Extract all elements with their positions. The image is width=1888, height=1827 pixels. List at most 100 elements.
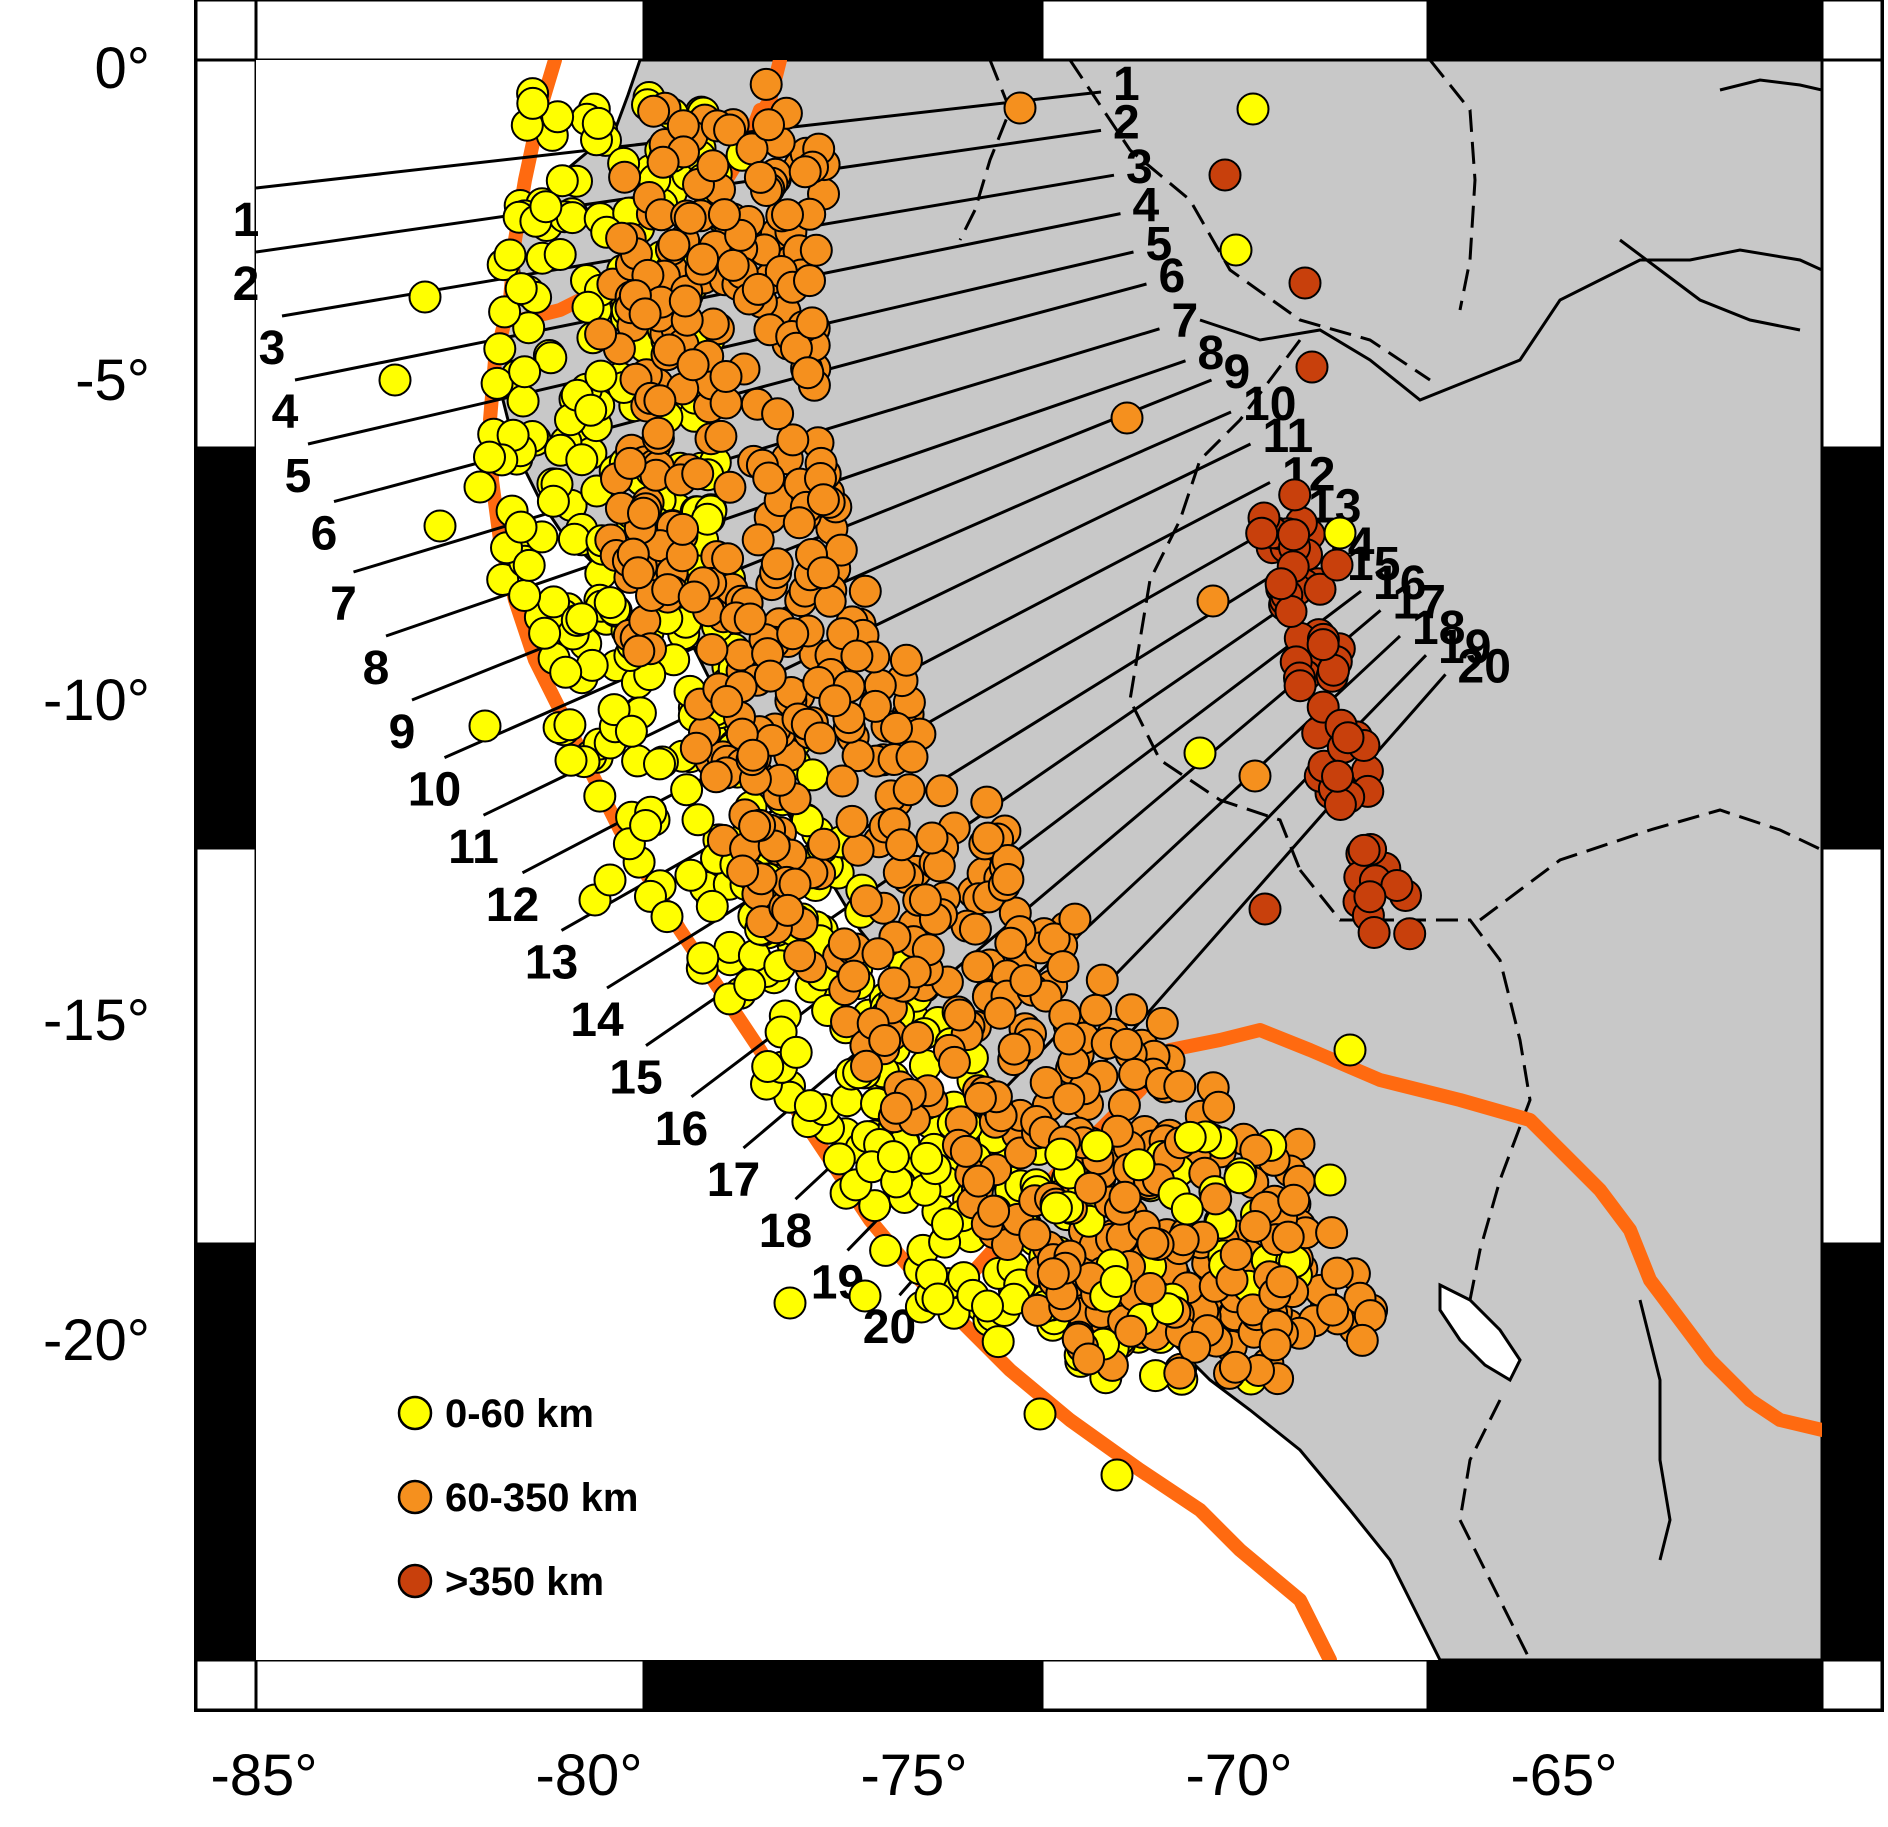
quake-deep — [1347, 833, 1381, 867]
quake-intermediate — [850, 1049, 883, 1083]
profile-right-label-20: 20 — [1458, 640, 1511, 693]
quake-intermediate — [1316, 1293, 1350, 1327]
quake-intermediate — [613, 446, 647, 480]
quake-intermediate — [738, 809, 772, 843]
quake-south-cluster — [1219, 1238, 1253, 1271]
quake-intermediate — [1085, 963, 1119, 997]
quake-intermediate — [710, 685, 744, 718]
quake-intermediate — [882, 856, 916, 889]
quake-deep — [1306, 628, 1340, 662]
quake-intermediate — [803, 721, 837, 755]
quake-shallow — [869, 1233, 903, 1267]
quake-scattered — [1183, 736, 1217, 770]
quake-intermediate — [621, 556, 655, 590]
quake-intermediate — [716, 248, 750, 282]
quake-intermediate — [997, 1032, 1031, 1066]
quake-shallow — [545, 164, 579, 198]
quake-intermediate — [753, 659, 787, 693]
profile-right-label-19: 19 — [1438, 621, 1491, 674]
quake-intermediate — [841, 833, 875, 867]
quake-intermediate — [622, 634, 656, 668]
quake-south-cluster — [1238, 1210, 1272, 1243]
quake-shallow — [534, 341, 568, 375]
quake-intermediate — [880, 711, 913, 745]
quake-south-cluster — [1173, 1120, 1207, 1154]
quake-shallow — [822, 1142, 856, 1176]
quake-shallow — [504, 510, 538, 544]
quake-shallow — [686, 941, 720, 975]
lon-tick-label: -70° — [1185, 1743, 1292, 1808]
profile-line-6 — [333, 282, 1147, 504]
quake-shallow — [650, 900, 684, 934]
quake-deep — [1208, 158, 1242, 192]
quake-south-cluster — [1218, 1350, 1252, 1384]
quake-intermediate — [949, 1134, 983, 1168]
profile-left-label-17: 17 — [707, 1154, 760, 1207]
quake-scattered — [1236, 92, 1270, 126]
quake-intermediate — [818, 684, 852, 718]
quake-south-cluster — [1072, 1342, 1106, 1376]
quake-deep — [1393, 917, 1427, 951]
quake-shallow — [971, 1289, 1004, 1323]
profile-left-label-16: 16 — [655, 1103, 708, 1156]
quake-shallow — [565, 443, 599, 477]
quake-shallow — [876, 1140, 910, 1174]
quake-intermediate — [1009, 964, 1043, 998]
profile-right-label-11: 11 — [1263, 410, 1314, 463]
quake-intermediate — [760, 547, 794, 581]
profile-right-label-2: 2 — [1113, 96, 1140, 149]
quake-intermediate — [795, 306, 829, 340]
profile-left-label-6: 6 — [311, 508, 338, 561]
quake-shallow — [504, 272, 538, 306]
quake-shallow — [512, 311, 546, 345]
profile-right-label-16: 16 — [1373, 557, 1426, 610]
quake-intermediate — [783, 939, 817, 973]
quake-intermediate — [892, 773, 926, 807]
quake-scattered — [378, 363, 412, 397]
quake-intermediate — [791, 356, 825, 390]
quake-intermediate — [788, 155, 822, 189]
earthquake-epicenters — [378, 67, 1427, 1492]
quake-intermediate — [994, 926, 1028, 960]
quake-intermediate — [637, 94, 671, 128]
quake-intermediate — [1029, 1066, 1063, 1099]
quake-intermediate — [646, 145, 680, 179]
quake-intermediate — [962, 1164, 995, 1198]
quake-deep — [1278, 478, 1312, 512]
quake-intermediate — [937, 1045, 971, 1079]
country-borders — [958, 60, 1822, 1660]
quake-intermediate — [840, 639, 874, 673]
profile-left-label-4: 4 — [272, 386, 299, 439]
quake-intermediate — [848, 574, 882, 608]
quake-shallow — [931, 1207, 964, 1241]
quake-intermediate — [1163, 1069, 1197, 1103]
quake-scattered — [593, 863, 627, 897]
quake-scattered — [1313, 1163, 1347, 1197]
quake-intermediate — [806, 556, 840, 590]
quake-shallow — [733, 968, 767, 1002]
quake-intermediate — [608, 160, 642, 194]
quake-intermediate — [922, 849, 956, 883]
profile-left-label-11: 11 — [448, 821, 499, 874]
quake-south-cluster — [1170, 1192, 1204, 1226]
quake-scattered — [1196, 584, 1230, 618]
quake-south-cluster — [1265, 1265, 1299, 1299]
quake-deep — [1295, 350, 1329, 384]
quake-intermediate — [793, 264, 826, 298]
quake-intermediate — [1315, 1216, 1349, 1250]
quake-shallow — [553, 708, 587, 742]
profile-right-label-1: 1 — [1113, 58, 1140, 111]
quake-intermediate — [807, 827, 841, 861]
profile-left-label-14: 14 — [570, 994, 624, 1047]
quake-intermediate — [641, 416, 675, 450]
quake-deep — [1274, 595, 1308, 628]
quake-intermediate — [963, 1081, 997, 1115]
legend-swatch-intermediate — [397, 1479, 433, 1515]
profile-right-label-3: 3 — [1126, 141, 1153, 194]
quake-intermediate — [761, 397, 795, 431]
quake-south-cluster — [1108, 1180, 1142, 1214]
quake-south-cluster — [1122, 1148, 1156, 1182]
quake-intermediate — [733, 602, 767, 636]
quake-intermediate — [749, 67, 783, 101]
quake-shallow — [557, 522, 591, 556]
